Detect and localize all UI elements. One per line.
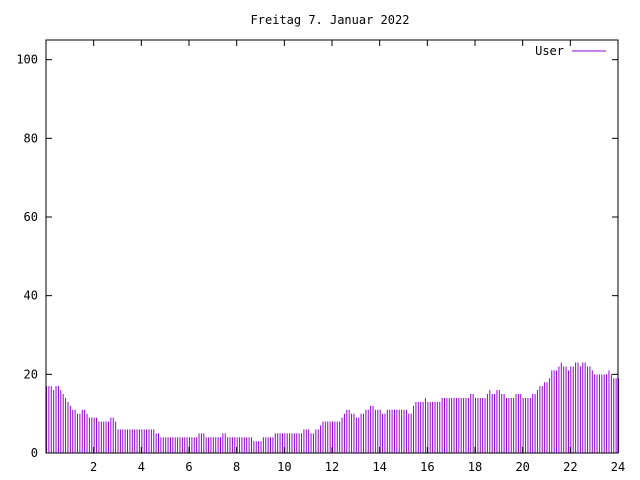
x-tick-label: 8	[233, 460, 240, 474]
x-tick-label: 14	[372, 460, 386, 474]
y-tick-label: 0	[31, 446, 38, 460]
y-tick-label: 20	[24, 367, 38, 381]
y-tick-label: 40	[24, 289, 38, 303]
y-tick-label: 100	[16, 53, 38, 67]
bar-group	[46, 362, 619, 453]
x-axis: 2 4 6 8 10 12 14 16 18 20 22 24	[90, 40, 625, 474]
x-tick-label: 16	[420, 460, 434, 474]
x-tick-label: 24	[611, 460, 625, 474]
chart-title: Freitag 7. Januar 2022	[251, 13, 410, 27]
legend: User	[535, 44, 606, 58]
x-tick-label: 12	[325, 460, 339, 474]
plot-frame	[45, 39, 619, 454]
legend-label-user: User	[535, 44, 564, 58]
x-tick-label: 20	[515, 460, 529, 474]
x-tick-label: 6	[185, 460, 192, 474]
x-tick-label: 22	[563, 460, 577, 474]
x-tick-label: 4	[138, 460, 145, 474]
y-tick-label: 80	[24, 131, 38, 145]
x-tick-label: 10	[277, 460, 291, 474]
y-tick-label: 60	[24, 210, 38, 224]
y-axis: 0 20 40 60 80 100	[16, 53, 618, 460]
x-tick-label: 2	[90, 460, 97, 474]
x-tick-label: 18	[468, 460, 482, 474]
